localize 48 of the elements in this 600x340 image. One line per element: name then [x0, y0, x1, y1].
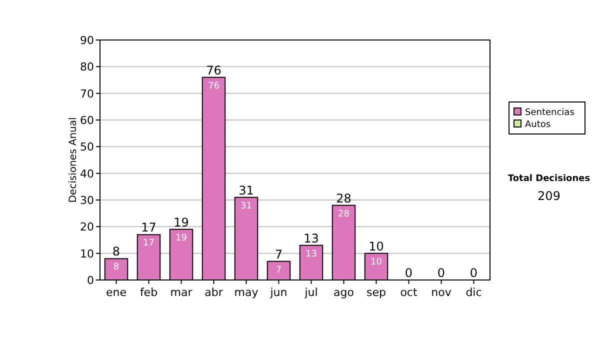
legend-label: Sentencias [525, 108, 575, 118]
total-label: 7 [274, 247, 283, 262]
y-tick-label: 0 [87, 274, 94, 287]
y-tick-label: 10 [80, 247, 94, 260]
text: Total Decisiones [508, 174, 590, 184]
legend-label: Autos [525, 120, 551, 130]
text: 209 [538, 189, 560, 203]
y-tick-label: 80 [80, 60, 94, 74]
x-tick-label: dic [466, 286, 482, 299]
total-label: 8 [112, 244, 120, 259]
total-label: 0 [437, 266, 446, 280]
data-label: 31 [240, 201, 252, 212]
y-tick-label: 20 [80, 220, 94, 234]
x-tick-label: feb [140, 286, 158, 299]
x-tick-label: mar [170, 286, 193, 299]
x-tick-label: oct [400, 286, 418, 299]
data-label: 7 [276, 265, 282, 276]
x-tick-label: sep [366, 286, 386, 299]
total-label: 10 [368, 239, 384, 254]
x-tick-label: ago [334, 286, 354, 299]
data-label: 76 [208, 81, 220, 92]
x-tick-label: may [234, 286, 259, 299]
y-axis-title: Decisiones Anual [68, 117, 79, 203]
y-tick-label: 90 [80, 34, 94, 47]
total-label: 17 [141, 220, 156, 235]
y-tick-label: 30 [80, 194, 94, 207]
y-tick-label: 40 [80, 167, 94, 180]
x-tick-label: ene [106, 286, 127, 299]
total-label: 0 [470, 266, 478, 280]
data-label: 10 [370, 257, 382, 268]
y-tick-label: 50 [80, 140, 94, 154]
x-tick-label: jul [304, 286, 318, 299]
data-label: 28 [338, 209, 350, 220]
total-label: 0 [404, 266, 413, 280]
data-label: 8 [113, 262, 120, 273]
y-tick-label: 70 [80, 87, 94, 100]
data-label: 13 [306, 249, 317, 260]
data-label: 17 [143, 238, 154, 249]
x-tick-label: nov [431, 286, 452, 299]
total-label: 76 [206, 63, 222, 78]
total-label: 28 [336, 191, 352, 206]
data-label: 19 [176, 233, 188, 244]
total-label: 19 [174, 215, 189, 230]
x-tick-label: jun [269, 286, 288, 299]
x-tick-label: abr [204, 286, 224, 299]
total-label: 13 [304, 231, 319, 246]
total-label: 31 [238, 183, 254, 198]
y-tick-label: 60 [80, 114, 94, 127]
